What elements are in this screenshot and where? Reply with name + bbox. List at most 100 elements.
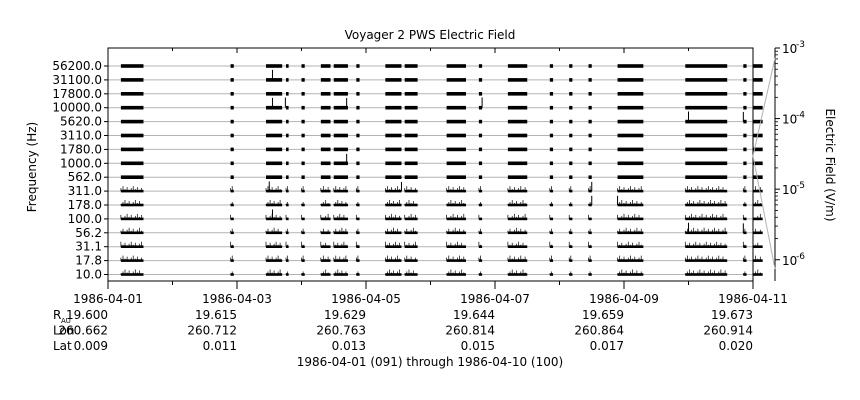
data-segment: [507, 273, 528, 276]
data-segment: [446, 189, 466, 193]
data-noise: [404, 241, 416, 247]
data-segment: [333, 203, 348, 207]
data-noise: [320, 200, 329, 205]
data-segment: [356, 147, 360, 152]
data-segment: [333, 147, 348, 152]
data-segment: [120, 119, 144, 124]
data-segment: [478, 92, 483, 96]
data-noise: [507, 269, 526, 275]
y-tick-label: 1000.0: [60, 156, 102, 170]
data-segment: [385, 133, 402, 138]
data-segment: [569, 161, 573, 166]
data-segment: [356, 119, 360, 124]
data-segment: [753, 78, 763, 82]
data-segment: [333, 92, 348, 96]
colorbar-connector: [752, 57, 776, 157]
data-segment: [549, 64, 554, 68]
data-segment: [569, 175, 573, 179]
data-noise: [320, 228, 329, 233]
data-segment: [446, 147, 466, 152]
data-noise: [285, 202, 288, 205]
data-segment: [478, 147, 483, 152]
data-segment: [507, 231, 528, 235]
data-segment: [507, 133, 528, 138]
data-noise: [355, 214, 359, 219]
ephemeris-value: 0.009: [74, 339, 108, 353]
data-segment: [230, 119, 234, 124]
data-segment: [356, 92, 360, 96]
data-noise: [588, 202, 591, 205]
y-tick-label: 31100.0: [52, 73, 102, 87]
data-noise: [230, 228, 233, 233]
y-tick-label: 56200.0: [52, 59, 102, 73]
data-segment: [617, 105, 644, 110]
data-segment: [266, 217, 283, 221]
data-noise: [684, 241, 726, 247]
data-segment: [286, 119, 289, 124]
data-noise: [742, 202, 746, 205]
data-segment: [356, 161, 360, 166]
data-segment: [286, 175, 289, 179]
data-segment: [743, 161, 747, 166]
data-segment: [478, 78, 483, 82]
data-segment: [549, 161, 554, 166]
data-noise: [617, 186, 642, 192]
data-segment: [356, 133, 360, 138]
data-noise: [320, 213, 329, 219]
data-noise: [230, 241, 233, 247]
data-segment: [333, 259, 348, 262]
data-segment: [685, 92, 728, 96]
data-segment: [685, 133, 728, 138]
ephemeris-value: 19.629: [324, 308, 366, 322]
data-segment: [230, 217, 234, 221]
data-noise: [355, 241, 359, 247]
data-segment: [333, 245, 348, 248]
data-segment: [753, 92, 763, 96]
data-noise: [333, 186, 347, 192]
data-noise: [285, 241, 288, 247]
colorbar-tick-label: 10: [782, 183, 797, 197]
data-segment: [266, 175, 283, 179]
data-noise: [285, 255, 288, 261]
data-segment: [120, 64, 144, 68]
ephemeris-value: 19.600: [66, 308, 108, 322]
data-segment: [320, 161, 331, 166]
y-tick-label: 1780.0: [60, 142, 102, 156]
data-segment: [446, 217, 466, 221]
data-segment: [266, 161, 283, 166]
data-segment: [478, 105, 483, 110]
data-noise: [549, 202, 552, 205]
data-segment: [385, 175, 402, 179]
data-segment: [569, 133, 573, 138]
data-segment: [446, 231, 466, 235]
data-segment: [753, 217, 763, 221]
data-noise: [549, 271, 552, 275]
data-segment: [301, 175, 305, 179]
data-noise: [333, 269, 347, 275]
data-noise: [404, 227, 416, 233]
colorbar-tick-exponent: -6: [796, 252, 805, 262]
data-segment: [549, 78, 554, 82]
data-noise: [588, 214, 591, 219]
x-axis-label: 1986-04-01 (091) through 1986-04-10 (100…: [297, 355, 563, 369]
data-segment: [753, 175, 763, 179]
data-segment: [301, 161, 305, 166]
data-noise: [507, 200, 526, 205]
data-noise: [742, 271, 746, 275]
ephemeris-label: R: [53, 308, 61, 322]
data-noise: [568, 214, 572, 219]
colorbar-tick-label: 10: [782, 254, 797, 268]
data-segment: [404, 217, 418, 221]
data-noise: [588, 186, 591, 192]
ephemeris-value: 0.015: [461, 339, 495, 353]
data-segment: [549, 133, 554, 138]
x-tick-label: 1986-04-07: [460, 292, 530, 306]
data-noise: [385, 200, 400, 205]
data-segment: [617, 147, 644, 152]
data-segment: [685, 119, 728, 124]
data-noise: [265, 241, 281, 247]
ephemeris-value: 260.914: [703, 324, 753, 338]
ephemeris-value: 260.763: [316, 324, 366, 338]
data-noise: [265, 269, 281, 275]
data-segment: [286, 105, 289, 110]
